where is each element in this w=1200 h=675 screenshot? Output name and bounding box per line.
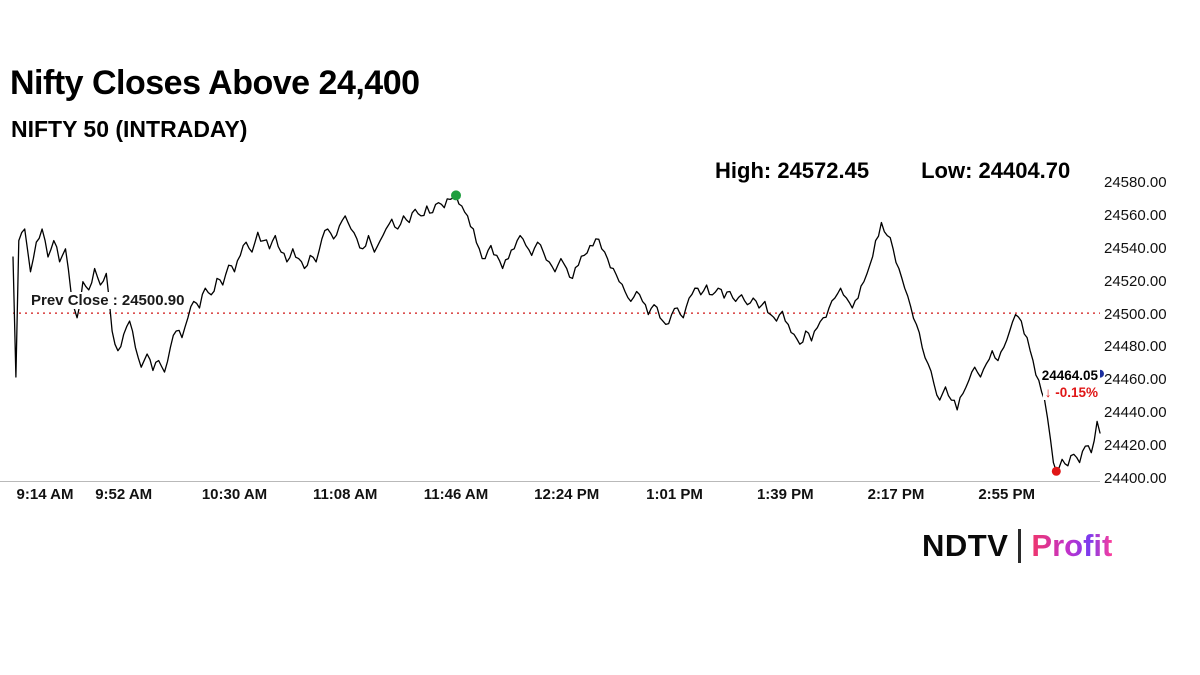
y-axis-label: 24520.00 [1104,272,1167,290]
x-axis-label: 10:30 AM [201,486,268,503]
low-label: Low: 24404.70 [921,158,1071,183]
high-label: High: 24572.45 [715,158,870,183]
price-line [12,194,1101,472]
x-axis-label: 1:39 PM [756,486,814,503]
page-subtitle: NIFTY 50 (INTRADAY) [11,116,248,142]
y-axis-label: 24560.00 [1104,206,1167,224]
y-axis: 24580.00 24560.00 24540.00 24520.00 24500.00… [1104,0,1199,675]
y-axis-label: 24460.00 [1104,371,1167,389]
x-axis-label: 1:01 PM [646,486,703,503]
brand-text: NDTV [922,528,1009,563]
x-axis-label: 2:17 PM [867,486,925,503]
x-axis-label: 9:14 AM [16,486,74,503]
low-marker-dot [1051,466,1061,476]
x-axis-label: 12:24 PM [534,486,600,503]
product-text: Profit [1031,528,1113,563]
y-axis-label: 24480.00 [1104,338,1167,356]
prev-close-label: Prev Close : 24500.90 [28,292,188,310]
page-title: Nifty Closes Above 24,400 [10,64,420,102]
y-axis-label: 24580.00 [1104,174,1167,191]
x-axis-label: 11:46 AM [423,486,489,503]
high-low-header: High: 24572.45 Low: 24404.70 [715,158,1070,184]
x-axis-label: 2:55 PM [978,486,1036,503]
y-axis-label: 24400.00 [1104,470,1167,487]
x-axis: 9:14 AM 9:52 AM 10:30 AM 11:08 AM 11:46 AM 12… [0,486,1200,510]
y-axis-label: 24500.00 [1104,305,1167,323]
last-price-label: 24464.05 [1039,367,1100,383]
ndtv-profit-logo: NDTV Profit [922,528,1112,564]
logo-separator [1018,529,1022,563]
x-axis-label: 11:08 AM [312,486,378,503]
y-axis-label: 24420.00 [1104,437,1167,455]
high-marker-dot [451,190,461,201]
y-axis-label: 24440.00 [1104,404,1167,422]
change-label: ↓ -0.15% [1042,384,1100,400]
y-axis-label: 24540.00 [1104,239,1167,257]
x-axis-label: 9:52 AM [95,486,153,503]
